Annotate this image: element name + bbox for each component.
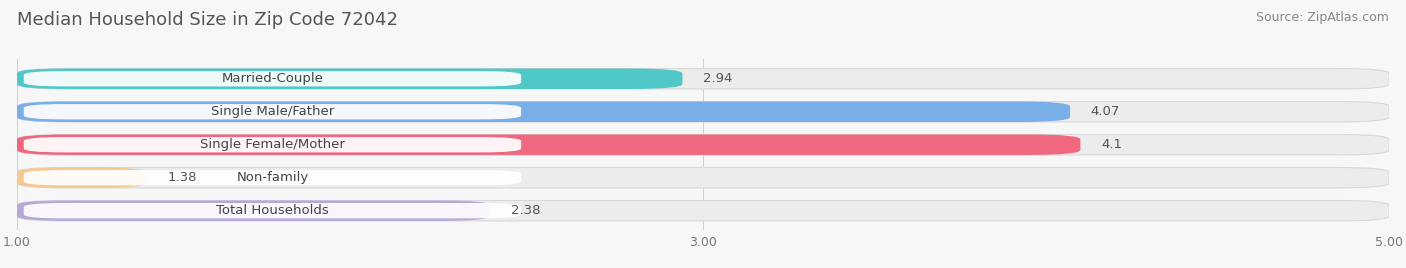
Text: 4.07: 4.07 (1091, 105, 1121, 118)
Text: 4.1: 4.1 (1101, 138, 1122, 151)
FancyBboxPatch shape (17, 102, 1389, 122)
Text: 1.38: 1.38 (167, 171, 197, 184)
FancyBboxPatch shape (17, 69, 682, 89)
FancyBboxPatch shape (17, 69, 1389, 89)
Text: Single Female/Mother: Single Female/Mother (200, 138, 344, 151)
Text: 2.94: 2.94 (703, 72, 733, 85)
FancyBboxPatch shape (17, 135, 1389, 155)
FancyBboxPatch shape (17, 102, 1070, 122)
FancyBboxPatch shape (24, 137, 522, 152)
Text: Source: ZipAtlas.com: Source: ZipAtlas.com (1256, 11, 1389, 24)
Text: Single Male/Father: Single Male/Father (211, 105, 335, 118)
FancyBboxPatch shape (17, 168, 1389, 188)
Text: Non-family: Non-family (236, 171, 308, 184)
Text: Total Households: Total Households (217, 204, 329, 217)
Text: Median Household Size in Zip Code 72042: Median Household Size in Zip Code 72042 (17, 11, 398, 29)
Text: 2.38: 2.38 (510, 204, 540, 217)
Text: Married-Couple: Married-Couple (222, 72, 323, 85)
FancyBboxPatch shape (24, 170, 522, 185)
FancyBboxPatch shape (17, 135, 1080, 155)
FancyBboxPatch shape (24, 71, 522, 86)
FancyBboxPatch shape (17, 200, 491, 221)
FancyBboxPatch shape (17, 168, 148, 188)
FancyBboxPatch shape (17, 200, 1389, 221)
FancyBboxPatch shape (24, 203, 522, 218)
FancyBboxPatch shape (24, 104, 522, 120)
